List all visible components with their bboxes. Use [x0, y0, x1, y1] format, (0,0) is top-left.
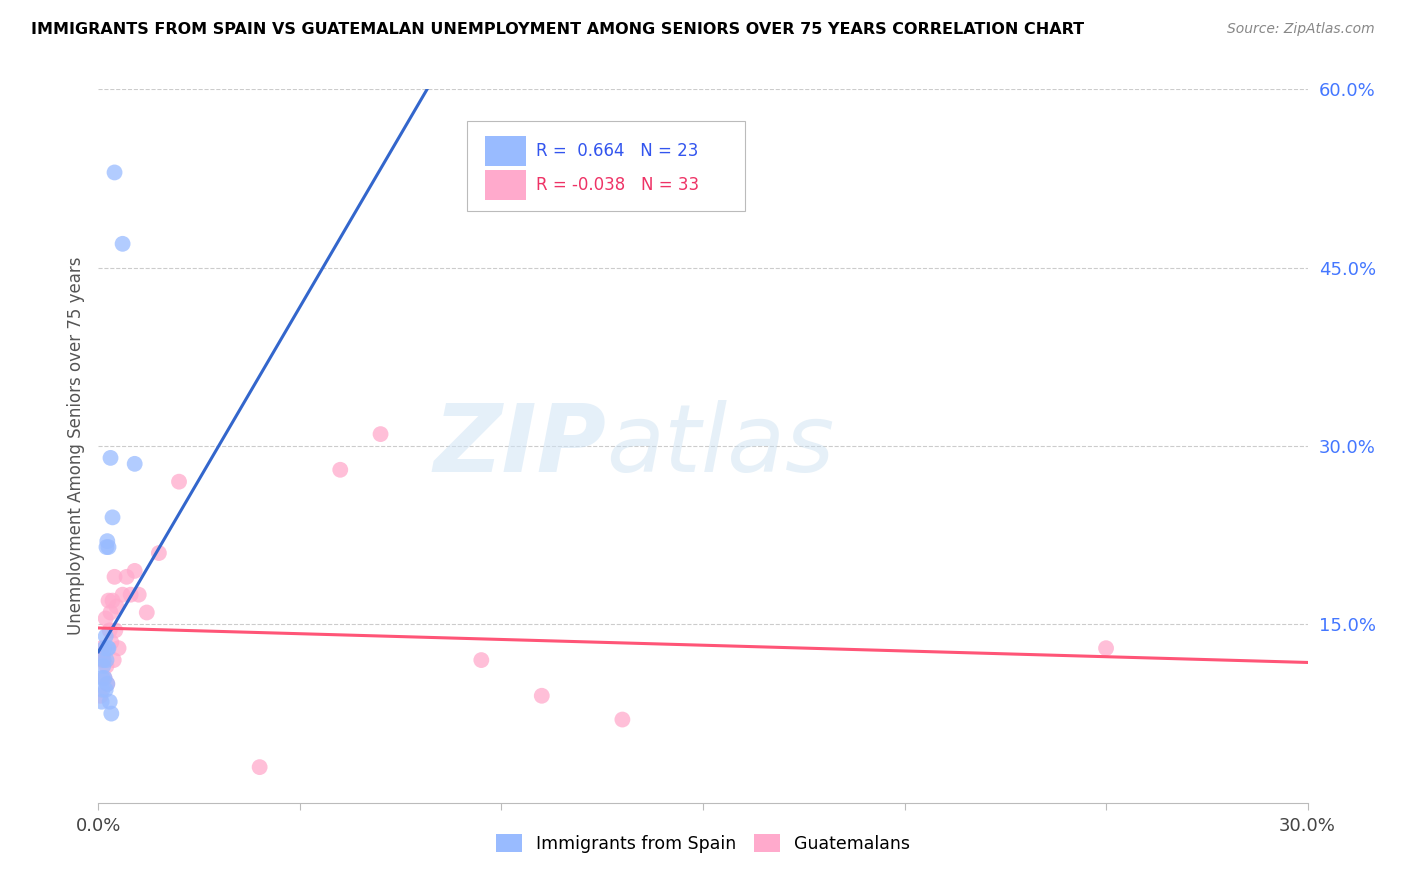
Text: atlas: atlas: [606, 401, 835, 491]
Point: [103, 570, 125, 584]
Point: [167, 475, 190, 489]
Point: [1095, 641, 1118, 656]
Text: R =  0.664   N = 23: R = 0.664 N = 23: [536, 142, 699, 160]
Point: [91, 682, 114, 697]
Point: [100, 706, 122, 721]
Point: [97, 641, 120, 656]
Point: [97, 593, 120, 607]
Point: [89, 689, 111, 703]
Point: [103, 653, 125, 667]
Point: [98, 624, 121, 638]
Point: [612, 713, 634, 727]
Point: [115, 570, 138, 584]
Point: [104, 624, 127, 638]
Point: [96, 677, 118, 691]
Point: [91, 659, 114, 673]
Point: [91, 647, 114, 661]
Y-axis label: Unemployment Among Seniors over 75 years: Unemployment Among Seniors over 75 years: [66, 257, 84, 635]
Point: [96, 540, 118, 554]
Text: R = -0.038   N = 33: R = -0.038 N = 33: [536, 176, 699, 194]
FancyBboxPatch shape: [485, 169, 526, 200]
Point: [93, 641, 115, 656]
Point: [100, 450, 122, 465]
Point: [101, 593, 124, 607]
Point: [103, 165, 125, 179]
Point: [90, 695, 112, 709]
Point: [94, 682, 117, 697]
Point: [93, 653, 115, 667]
Point: [94, 611, 117, 625]
Point: [100, 635, 122, 649]
Point: [94, 629, 117, 643]
Point: [96, 534, 118, 549]
Point: [91, 671, 114, 685]
Point: [470, 653, 492, 667]
Point: [93, 671, 115, 685]
FancyBboxPatch shape: [467, 121, 745, 211]
Point: [249, 760, 271, 774]
Point: [105, 599, 128, 614]
Point: [101, 510, 124, 524]
Point: [124, 564, 146, 578]
FancyBboxPatch shape: [485, 136, 526, 166]
Point: [107, 641, 129, 656]
Legend: Immigrants from Spain, Guatemalans: Immigrants from Spain, Guatemalans: [488, 826, 918, 862]
Point: [530, 689, 553, 703]
Point: [96, 653, 118, 667]
Point: [111, 588, 134, 602]
Point: [90, 641, 112, 656]
Point: [329, 463, 352, 477]
Point: [93, 671, 115, 685]
Text: ZIP: ZIP: [433, 400, 606, 492]
Point: [111, 236, 134, 251]
Point: [370, 427, 392, 442]
Point: [100, 606, 122, 620]
Text: Source: ZipAtlas.com: Source: ZipAtlas.com: [1227, 22, 1375, 37]
Point: [98, 695, 121, 709]
Point: [96, 677, 118, 691]
Point: [120, 588, 142, 602]
Point: [135, 606, 157, 620]
Point: [97, 641, 120, 656]
Point: [128, 588, 150, 602]
Point: [96, 659, 118, 673]
Point: [124, 457, 146, 471]
Point: [91, 653, 114, 667]
Text: IMMIGRANTS FROM SPAIN VS GUATEMALAN UNEMPLOYMENT AMONG SENIORS OVER 75 YEARS COR: IMMIGRANTS FROM SPAIN VS GUATEMALAN UNEM…: [31, 22, 1084, 37]
Point: [148, 546, 170, 560]
Point: [97, 540, 120, 554]
